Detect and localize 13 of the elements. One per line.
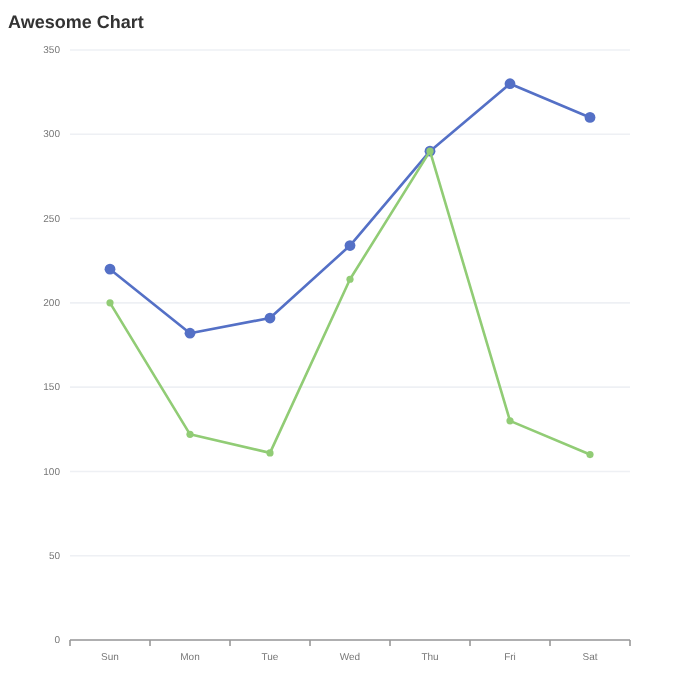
point — [506, 417, 514, 425]
point — [186, 430, 194, 438]
point — [184, 327, 196, 339]
point — [106, 299, 114, 307]
chart-title: Awesome Chart — [8, 12, 144, 32]
point — [104, 263, 116, 275]
point — [584, 112, 596, 123]
point — [346, 275, 354, 283]
point — [264, 312, 276, 324]
point — [586, 450, 594, 459]
point — [344, 240, 356, 251]
point — [504, 78, 516, 90]
point — [266, 449, 274, 457]
